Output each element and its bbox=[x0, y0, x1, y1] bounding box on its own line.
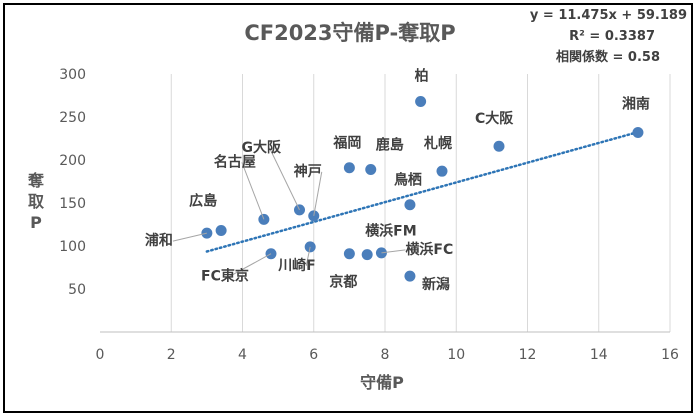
y-tick-label: 200 bbox=[59, 153, 86, 169]
label-leader-line bbox=[305, 246, 311, 266]
label-leader-line bbox=[381, 249, 406, 254]
x-tick-label: 14 bbox=[590, 347, 608, 363]
point-label: 川崎F bbox=[277, 257, 316, 274]
y-tick-label: 250 bbox=[59, 110, 86, 126]
point-label: 京都 bbox=[329, 274, 357, 291]
label-leader-line bbox=[269, 147, 300, 211]
point-label: 神戸 bbox=[294, 163, 322, 180]
data-point bbox=[365, 163, 377, 175]
data-point bbox=[343, 162, 355, 174]
label-leader-line bbox=[228, 253, 272, 278]
data-point bbox=[215, 225, 227, 237]
data-point bbox=[343, 248, 355, 260]
label-leader-line bbox=[241, 162, 265, 220]
trendline bbox=[205, 130, 640, 253]
stat-r-squared: R² = 0.3387 bbox=[569, 29, 655, 44]
point-label: 名古屋 bbox=[214, 153, 256, 170]
x-tick-label: 8 bbox=[381, 347, 390, 363]
data-point bbox=[361, 249, 373, 261]
point-label: 湘南 bbox=[622, 95, 650, 112]
data-point bbox=[404, 199, 416, 211]
x-tick-label: 16 bbox=[661, 347, 679, 363]
stat-equation: y = 11.475x + 59.189 bbox=[530, 8, 687, 23]
data-point bbox=[404, 270, 416, 282]
point-label: 横浜FM bbox=[365, 223, 417, 240]
y-tick-label: 100 bbox=[59, 239, 86, 255]
x-tick-label: 4 bbox=[238, 347, 247, 363]
grid-lines bbox=[170, 74, 671, 332]
point-label: 鳥栖 bbox=[394, 172, 422, 189]
y-tick-label: 150 bbox=[59, 196, 86, 212]
point-label: 広島 bbox=[189, 193, 217, 210]
y-axis-label-char: 取 bbox=[28, 192, 44, 211]
y-axis-label-char: P bbox=[30, 213, 42, 232]
chart-frame bbox=[3, 3, 693, 413]
point-label: G大阪 bbox=[242, 139, 282, 156]
point-label: 浦和 bbox=[145, 232, 173, 249]
label-leader-line bbox=[172, 232, 207, 242]
stat-correlation: 相関係数 = 0.58 bbox=[556, 49, 660, 65]
y-axis-label-char: 奪 bbox=[27, 171, 45, 190]
x-tick-label: 12 bbox=[519, 347, 537, 363]
data-point bbox=[415, 96, 427, 108]
trendline-group bbox=[205, 130, 640, 253]
x-axis-label: 守備P bbox=[360, 373, 404, 392]
y-tick-label: 50 bbox=[68, 282, 86, 298]
x-tick-label: 10 bbox=[447, 347, 465, 363]
data-point bbox=[632, 126, 644, 138]
x-tick-label: 0 bbox=[96, 347, 105, 363]
axes: 0 2 4 6 8 10 12 14 16 50 100 150 200 250 300 bbox=[59, 67, 679, 363]
point-label: 鹿島 bbox=[375, 136, 404, 153]
point-label: 横浜FC bbox=[405, 241, 453, 258]
point-label: 柏 bbox=[415, 68, 429, 85]
point-label: 新潟 bbox=[422, 276, 450, 293]
data-point bbox=[436, 165, 448, 177]
point-label: 札幌 bbox=[423, 135, 452, 152]
chart-title: CF2023守備P-奪取P bbox=[244, 21, 455, 45]
y-axis-label: 奪取 P bbox=[27, 171, 45, 232]
x-tick-label: 2 bbox=[167, 347, 176, 363]
data-point bbox=[265, 248, 277, 260]
data-point bbox=[493, 140, 505, 152]
point-label: C大阪 bbox=[475, 110, 514, 127]
x-tick-label: 6 bbox=[309, 347, 318, 363]
label-leader-line bbox=[313, 171, 323, 216]
y-tick-label: 300 bbox=[59, 67, 86, 83]
point-label: FC東京 bbox=[201, 268, 249, 285]
point-label: 福岡 bbox=[332, 135, 361, 152]
